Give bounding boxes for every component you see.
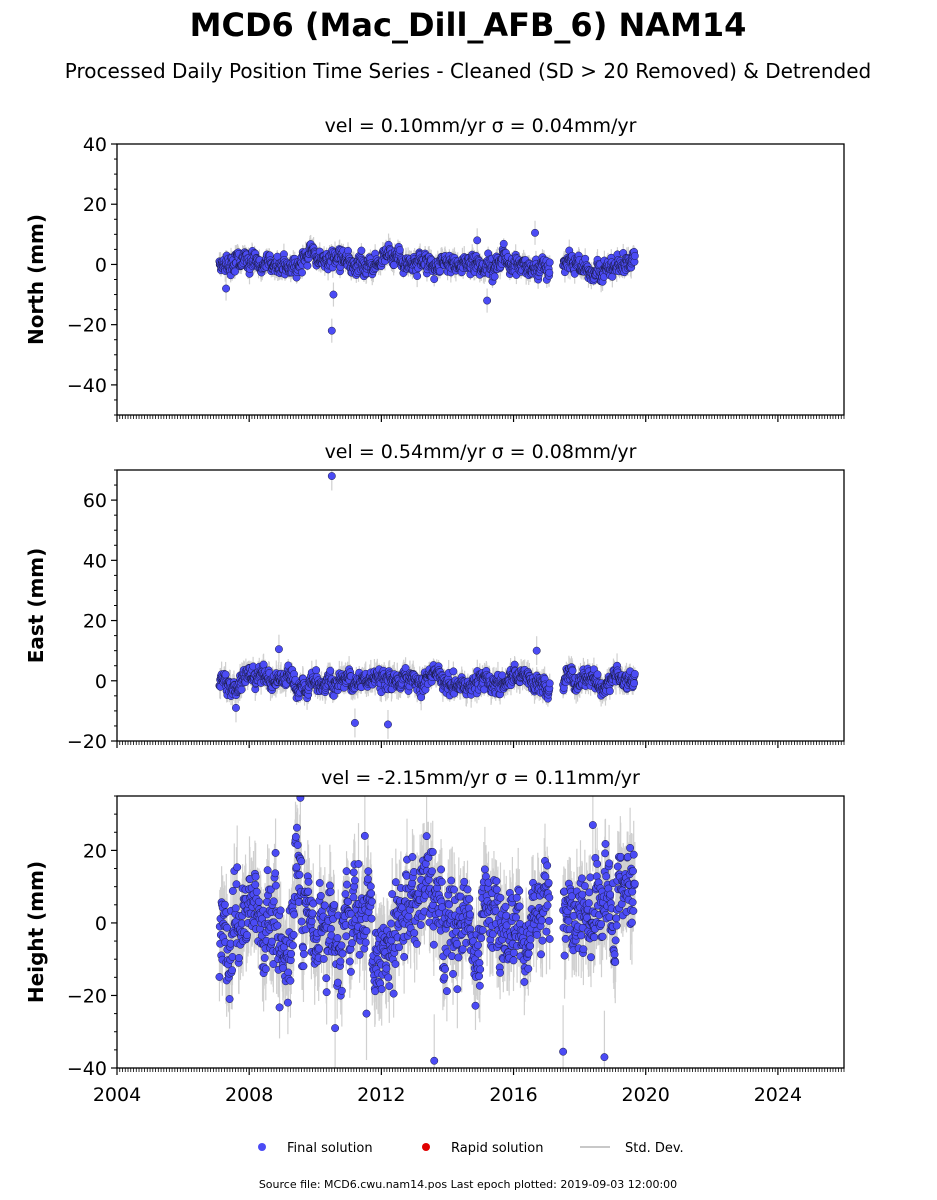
y-tick-label: 0 [95,254,107,276]
panel-title: vel = 0.10mm/yr σ = 0.04mm/yr [325,115,637,137]
final-solution-point [413,272,422,280]
y-tick-label: 40 [83,134,107,156]
final-solution-point [531,228,539,237]
y-tick-label: −20 [67,315,107,337]
final-solution-point [237,685,246,694]
final-solution-point [395,246,404,254]
final-solution-point [483,296,492,305]
y-tick-label: −20 [67,731,107,753]
panel-2: vel = 0.54mm/yr σ = 0.08mm/yr East (mm) −2… [24,441,845,753]
error-bars [218,220,636,343]
final-solution-point [327,326,336,335]
final-solution-point [312,666,321,675]
y-axis-label: East (mm) [24,548,48,664]
points [215,228,639,335]
y-axis-label: North (mm) [24,214,48,345]
data-layer [215,470,639,739]
final-solution-point [232,703,240,712]
final-solution-point [303,261,312,270]
final-solution-point [532,646,541,655]
final-solution-point [605,687,614,695]
figure-subtitle: Processed Daily Position Time Series - C… [65,59,871,83]
final-solution-point [222,284,231,293]
y-tick-label: 20 [83,194,107,216]
plot-frame [116,469,845,742]
final-solution-point [593,670,602,679]
final-solution-point [545,679,554,688]
final-solution-point [449,667,458,676]
final-solution-point [499,239,508,248]
error-bars [218,470,636,739]
final-solution-point [259,660,268,669]
y-tick-label: 40 [83,550,107,572]
figure-title: MCD6 (Mac_Dill_AFB_6) NAM14 [190,6,747,44]
y-tick-label: 20 [83,611,107,633]
final-solution-point [490,272,499,281]
final-solution-point [545,258,554,267]
final-solution-point [473,236,482,245]
final-solution-point [350,718,359,727]
final-solution-point [357,246,366,255]
final-solution-point [545,268,554,277]
final-solution-point [568,666,577,675]
points [215,472,639,729]
y-tick-label: −40 [67,375,107,397]
panel-title: vel = 0.54mm/yr σ = 0.08mm/yr [325,441,637,463]
final-solution-point [430,275,439,284]
final-solution-point [630,679,639,688]
final-solution-point [326,666,335,675]
final-solution-point [329,290,338,299]
data-layer [215,220,639,343]
final-solution-point [384,720,392,729]
y-tick-label: 60 [83,490,107,512]
final-solution-point [221,670,230,679]
final-solution-point [327,472,336,480]
final-solution-point [274,645,283,654]
final-solution-point [298,268,306,277]
final-solution-point [231,267,239,276]
final-solution-point [630,251,639,260]
final-solution-point [630,669,639,678]
y-tick-label: 0 [95,671,107,693]
